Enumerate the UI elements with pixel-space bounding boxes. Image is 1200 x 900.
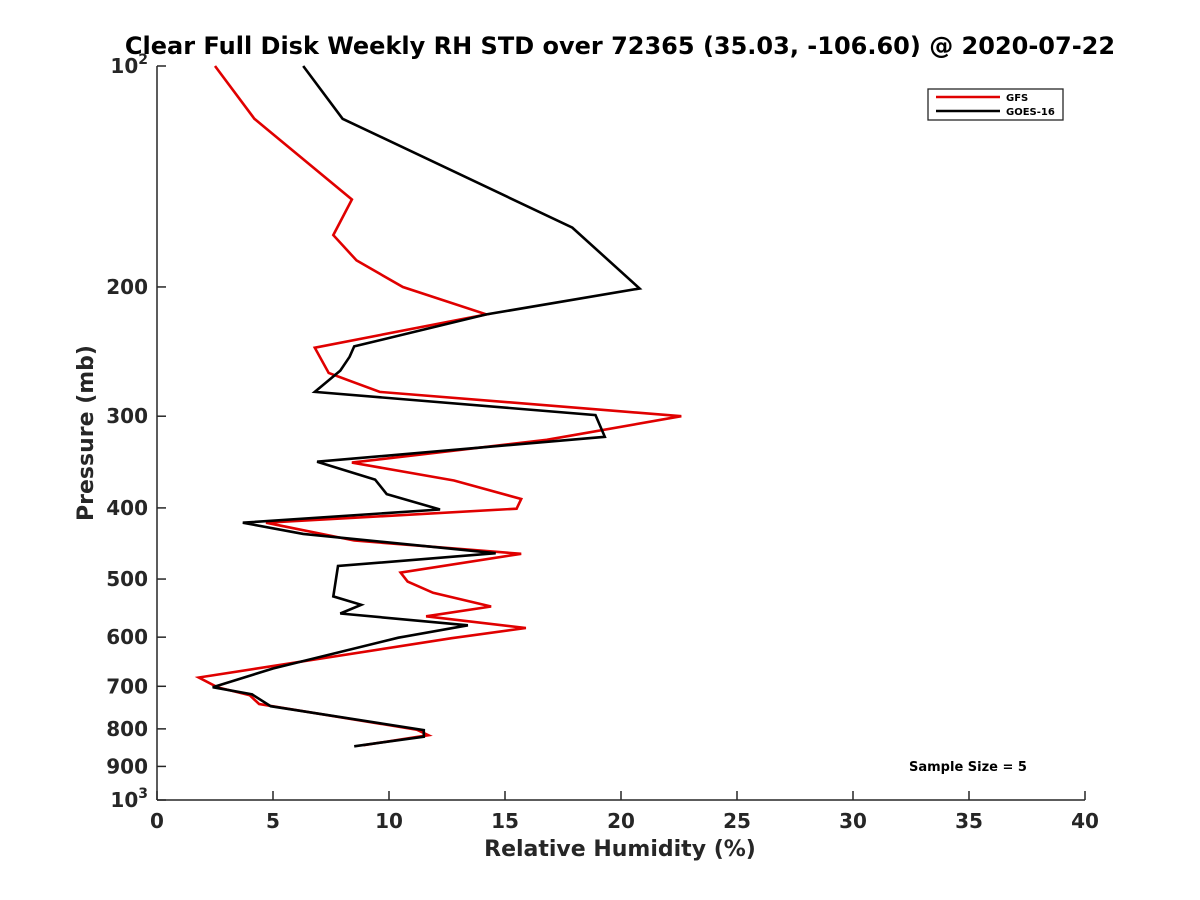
legend: GFS GOES-16 [927, 88, 1064, 121]
series-line-gfs [194, 65, 682, 747]
y-tick-label: 500 [106, 567, 148, 591]
y-tick-label: 300 [106, 404, 148, 428]
x-tick-label: 20 [607, 809, 635, 833]
series-line-goes-16 [212, 65, 643, 748]
x-tick-label: 35 [955, 809, 983, 833]
y-tick-label: 103 [110, 786, 148, 812]
legend-label-gfs: GFS [1006, 93, 1028, 104]
y-tick-label: 900 [106, 754, 148, 778]
axes-layer: 0 5 10 15 20 25 30 35 40 200 300 400 500 600 700 800 900… [106, 52, 1099, 833]
y-tick-label: 600 [106, 625, 148, 649]
x-tick-label: 10 [375, 809, 403, 833]
x-tick-label: 40 [1071, 809, 1099, 833]
y-tick-label: 800 [106, 717, 148, 741]
legend-box [927, 88, 1064, 121]
x-tick-label: 30 [839, 809, 867, 833]
legend-label-goes-16: GOES-16 [1006, 107, 1055, 118]
x-tick-label: 5 [266, 809, 280, 833]
sample-size-annotation: Sample Size = 5 [909, 760, 1027, 775]
x-axis-label: Relative Humidity (%) [484, 837, 756, 862]
y-tick-label: 200 [106, 275, 148, 299]
y-tick-label: 700 [106, 674, 148, 698]
x-tick-label: 15 [491, 809, 519, 833]
series-layer [194, 65, 682, 748]
x-tick-label: 0 [150, 809, 164, 833]
y-tick-label: 400 [106, 496, 148, 520]
y-tick-label: 102 [110, 52, 148, 78]
x-tick-label: 25 [723, 809, 751, 833]
y-axis-label: Pressure (mb) [74, 345, 99, 521]
chart-title: Clear Full Disk Weekly RH STD over 72365… [125, 32, 1115, 60]
